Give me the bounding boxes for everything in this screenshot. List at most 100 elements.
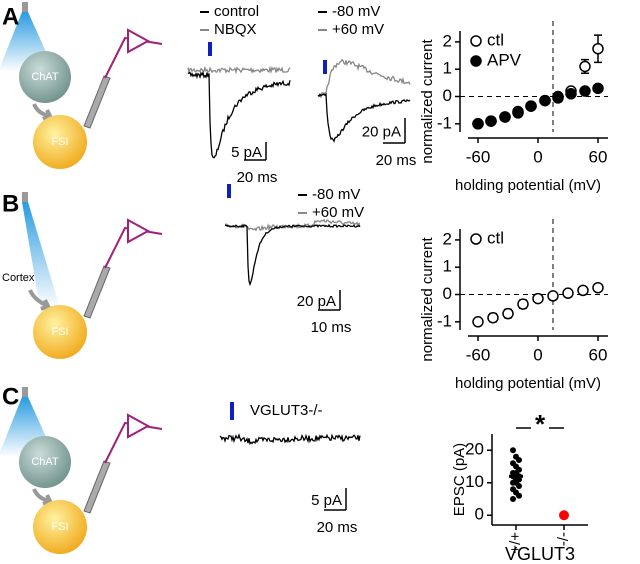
trace: [317, 58, 411, 99]
electrode-wire: [104, 421, 163, 464]
point: [559, 510, 569, 521]
point: [592, 82, 604, 95]
point: [472, 316, 484, 328]
y-tick-label: 10: [465, 472, 484, 491]
electrode-wire: [104, 36, 163, 79]
light-source: [22, 192, 28, 202]
x-tick-label: 60: [589, 345, 608, 364]
arrow: [32, 488, 54, 506]
y-tick-label: 2: [443, 31, 452, 50]
fsi-cell: [33, 500, 87, 554]
point: [512, 105, 524, 118]
point: [472, 118, 484, 130]
light-cone: [22, 202, 60, 308]
scale-label: 20 ms: [376, 152, 417, 169]
cell-label: FSI: [51, 326, 68, 338]
y-tick-label: 1: [443, 257, 452, 276]
scale-label: 20 ms: [237, 169, 278, 186]
legend-label: -80 mV: [312, 186, 360, 203]
pipette: [83, 460, 111, 514]
electrode-wire: [104, 226, 163, 269]
chat-cell: [19, 436, 71, 488]
y-tick-label: 0: [475, 505, 484, 524]
y-tick-label: 0: [443, 284, 452, 303]
x-tick-label: 0: [533, 147, 542, 166]
point: [499, 111, 511, 123]
y-tick-label: 0: [443, 86, 452, 105]
legend-marker: [470, 55, 482, 67]
schematic: ChAT FSI: [0, 2, 163, 169]
scale-label: 20 pA: [297, 293, 336, 310]
point: [525, 100, 537, 112]
amplifier: [127, 218, 151, 244]
trace: [219, 433, 361, 446]
point: [565, 88, 577, 100]
y-tick-label: 20: [465, 440, 484, 459]
cell-label: FSI: [51, 521, 68, 533]
panel-label: B: [2, 190, 19, 217]
point: [579, 85, 591, 97]
point: [552, 92, 564, 104]
region-label: Cortex: [2, 272, 35, 284]
x-tick-label: -60: [466, 147, 491, 166]
light-source: [22, 2, 28, 12]
point: [539, 94, 551, 107]
arrow: [32, 103, 54, 121]
point: [502, 307, 514, 320]
legend-label: APV: [487, 50, 522, 69]
arrow: [28, 289, 53, 311]
legend-label: NBQX: [214, 21, 257, 38]
point: [510, 447, 516, 454]
schematic: ChAT FSI: [0, 387, 163, 554]
point: [517, 298, 529, 310]
trace: [224, 223, 361, 287]
scale-label: 5 pA: [231, 144, 262, 161]
cell-label: ChAT: [31, 71, 59, 83]
legend-label: VGLUT3-/-: [250, 402, 323, 419]
panel-label: A: [2, 3, 19, 30]
point: [547, 290, 559, 302]
y-axis-label: normalized current: [419, 39, 436, 164]
x-tick-label: 0: [533, 345, 542, 364]
schematic: Cortex FSI: [2, 192, 163, 359]
trace: [317, 92, 411, 143]
cell-label: FSI: [51, 136, 68, 148]
point: [592, 281, 604, 294]
point: [562, 287, 574, 299]
scale-label: 5 pA: [311, 492, 342, 509]
x-tick-label: +/+: [507, 532, 524, 554]
point: [577, 284, 589, 297]
x-axis-label: holding potential (mV): [455, 375, 601, 392]
legend-label: ctl: [487, 30, 504, 49]
x-tick-label: -/-: [555, 532, 572, 546]
legend-label: +60 mV: [312, 204, 364, 221]
legend-label: control: [214, 3, 259, 20]
y-tick-label: 2: [443, 229, 452, 248]
trace: [187, 70, 291, 159]
scale-label: 10 ms: [311, 319, 352, 336]
x-tick-label: -60: [466, 345, 491, 364]
point: [579, 60, 591, 73]
cell-label: ChAT: [31, 456, 59, 468]
x-axis-label: holding potential (mV): [455, 177, 601, 194]
panel-label: C: [2, 383, 19, 410]
point: [532, 292, 544, 305]
legend-label: ctl: [487, 228, 504, 247]
y-tick-label: 1: [443, 59, 452, 78]
point: [516, 492, 522, 499]
legend-marker: [470, 233, 482, 245]
scale-label: 20 pA: [362, 123, 401, 140]
x-axis-label: VGLUT3: [505, 544, 575, 564]
point: [510, 496, 516, 502]
y-axis-label: normalized current: [419, 237, 436, 362]
amplifier: [127, 28, 151, 54]
significance: *: [535, 409, 546, 439]
legend-marker: [470, 35, 482, 47]
y-tick-label: -1: [437, 311, 452, 330]
amplifier: [127, 413, 151, 439]
fsi-cell: [33, 305, 87, 359]
y-axis-label: EPSC (pA): [451, 443, 468, 516]
trace: [187, 65, 291, 75]
legend-label: +60 mV: [332, 21, 384, 38]
